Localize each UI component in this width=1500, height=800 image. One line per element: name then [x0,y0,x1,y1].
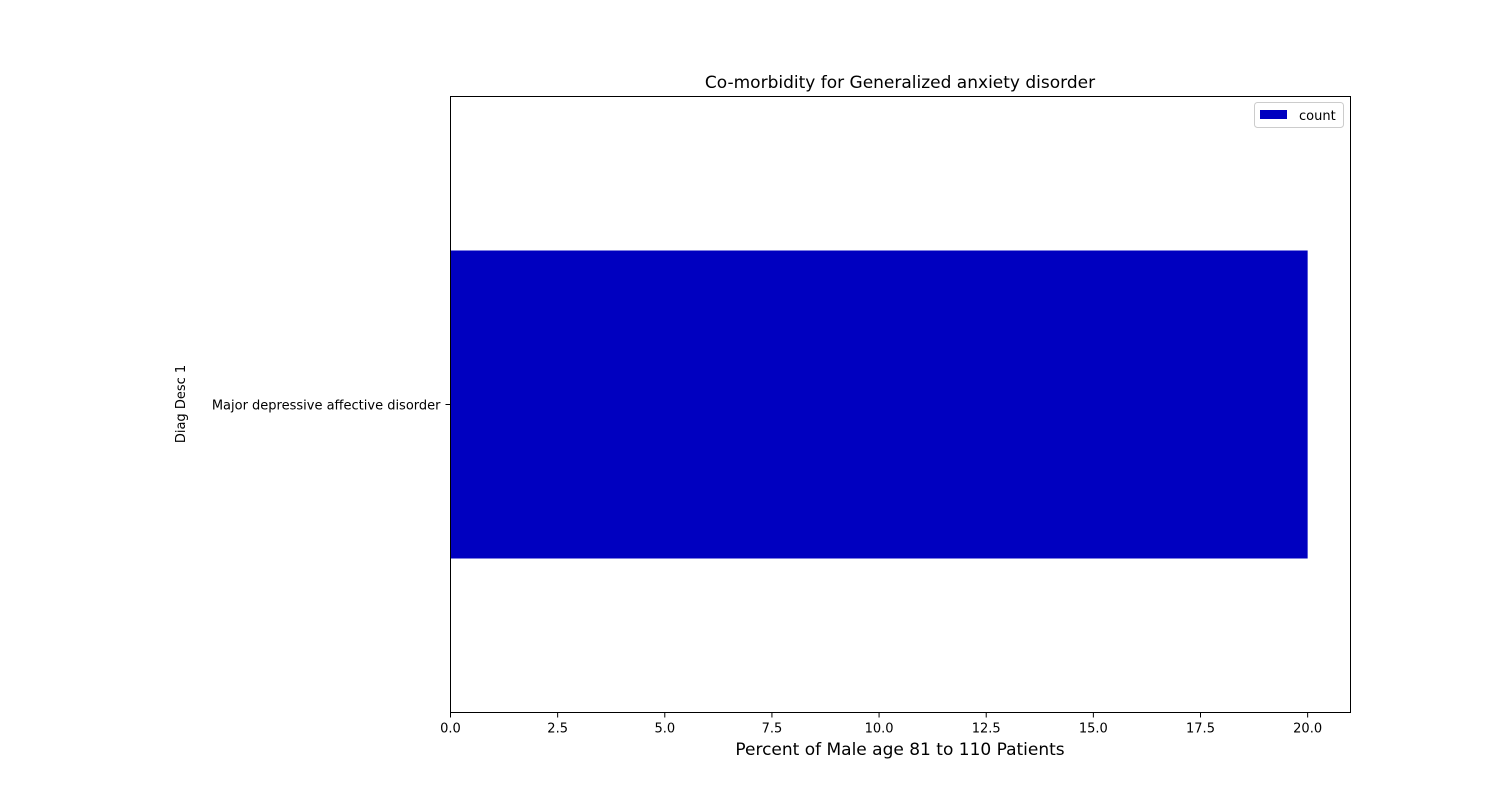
legend: count [1254,102,1344,128]
bar-major-depressive-affective-disorder [450,250,1308,559]
x-tick-label: 15.0 [1079,722,1108,737]
x-tick-label: 12.5 [972,722,1001,737]
x-tick-label: 2.5 [547,722,568,737]
chart-title: Co-morbidity for Generalized anxiety dis… [705,73,1095,93]
y-axis: Major depressive affective disorder [212,399,451,414]
x-axis: 0.0 2.5 5.0 7.5 10.0 12.5 15.0 17.5 20.0 [440,712,1322,737]
y-axis-label: Diag Desc 1 [174,365,189,443]
legend-swatch-count [1260,110,1287,119]
x-tick-label: 7.5 [762,722,783,737]
x-axis-label: Percent of Male age 81 to 110 Patients [735,740,1064,760]
y-tick-label: Major depressive affective disorder [212,399,441,414]
x-tick-label: 5.0 [654,722,675,737]
legend-label-count: count [1299,109,1336,124]
x-tick-label: 0.0 [440,722,461,737]
x-tick-label: 10.0 [865,722,894,737]
bars-group [450,250,1308,559]
x-tick-label: 20.0 [1293,722,1322,737]
legend-box [1254,102,1344,128]
x-tick-label: 17.5 [1186,722,1215,737]
